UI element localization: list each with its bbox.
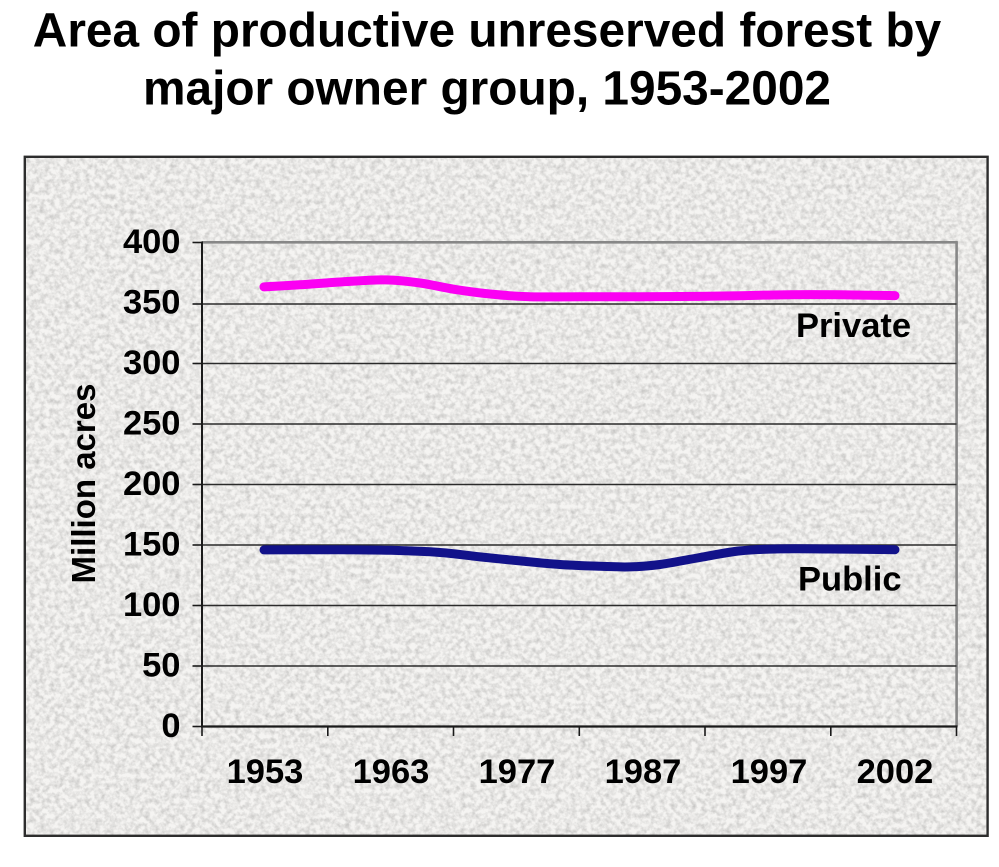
svg-text:300: 300 [123,344,181,382]
svg-text:0: 0 [161,707,180,745]
svg-text:350: 350 [123,284,181,322]
svg-text:Area of productive unreserved: Area of productive unreserved forest by [33,5,942,58]
svg-text:50: 50 [142,647,180,685]
svg-text:1987: 1987 [605,753,682,791]
svg-text:400: 400 [123,223,181,261]
svg-text:2002: 2002 [857,753,934,791]
svg-text:150: 150 [123,526,181,564]
svg-text:1997: 1997 [731,753,808,791]
svg-text:200: 200 [123,465,181,503]
svg-text:250: 250 [123,405,181,443]
svg-text:Private: Private [796,307,911,345]
svg-text:Public: Public [798,561,902,599]
svg-text:1953: 1953 [227,753,304,791]
svg-text:100: 100 [123,586,181,624]
svg-text:Million acres: Million acres [65,384,102,584]
svg-text:1963: 1963 [353,753,430,791]
svg-text:1977: 1977 [479,753,556,791]
svg-text:major owner group, 1953-2002: major owner group, 1953-2002 [143,63,831,116]
